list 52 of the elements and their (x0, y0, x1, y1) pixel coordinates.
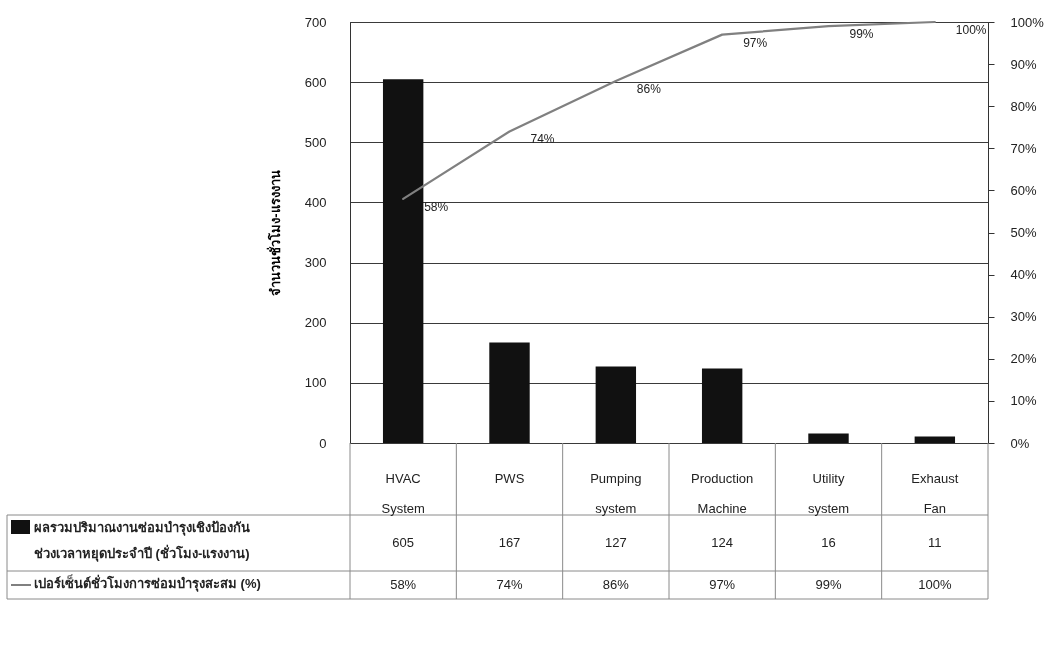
y2-tick-label: 90% (1010, 56, 1037, 72)
bar (595, 366, 637, 443)
data-label: 74% (496, 577, 523, 592)
y2-tick-label: 70% (1010, 140, 1037, 156)
y-tick-label: 700 (304, 14, 327, 30)
text: 97% (743, 35, 768, 50)
text: 58% (424, 199, 449, 214)
legend-label: ผลรวมปริมาณงานซ่อมบำรุงเชิงป้องกัน ช่วงเวลาหยุดประจำปี (ชั่วโมง-แรงงาน) (34, 520, 250, 562)
y-tick-label: 500 (304, 134, 327, 150)
y-axis-title: จำนวนชั่วโมง-แรงงาน (265, 170, 283, 296)
y2-tick-label: 50% (1010, 225, 1037, 240)
bar (808, 433, 849, 443)
bar (489, 342, 530, 443)
bar (382, 79, 424, 443)
y2-tick-label: 100% (1010, 14, 1045, 30)
data-label: 11 (928, 535, 942, 550)
data-label: 86% (602, 577, 630, 592)
y2-tick-label: 60% (1010, 182, 1037, 198)
text: 100% (955, 23, 987, 37)
x-tick-label: Pumping system (590, 471, 642, 516)
x-tick-label: HVAC System (381, 471, 425, 516)
x-tick-label: PWS (494, 471, 525, 486)
bar (701, 368, 743, 443)
y-tick-label: 100 (304, 375, 327, 391)
data-label: 167 (498, 535, 521, 550)
y2-tick-label: 40% (1010, 267, 1037, 283)
text: 99% (849, 27, 874, 42)
y2-tick-label: 80% (1010, 98, 1037, 114)
y-tick-label: 0 (319, 435, 327, 451)
data-label: 16 (821, 535, 836, 550)
x-tick-label: Utility system (807, 471, 850, 516)
y-tick-label: 600 (304, 74, 327, 90)
data-label: 124 (711, 535, 734, 550)
data-label: 97% (709, 577, 736, 592)
text: 86% (636, 81, 661, 96)
y2-tick-label: 0% (1010, 435, 1030, 451)
y-tick-label: 400 (304, 194, 327, 210)
data-label: 605 (392, 535, 415, 550)
data-label: 99% (815, 577, 842, 592)
x-tick-label: Exhaust Fan (911, 471, 959, 516)
y2-tick-label: 30% (1010, 309, 1037, 325)
y2-tick-label: 20% (1010, 351, 1037, 367)
y-tick-label: 300 (304, 255, 327, 271)
bar (914, 436, 956, 443)
x-tick-label: Production Machine (691, 471, 754, 516)
legend-label: เปอร์เซ็นต์ชั่วโมงการซ่อมบำรุงสะสม (%) (34, 574, 261, 592)
y2-tick-label: 10% (1010, 393, 1037, 409)
data-label: 58% (390, 577, 417, 592)
data-label: 100% (918, 577, 952, 592)
data-label: 127 (604, 535, 627, 550)
y-tick-label: 200 (304, 315, 327, 331)
line-series (402, 20, 936, 200)
